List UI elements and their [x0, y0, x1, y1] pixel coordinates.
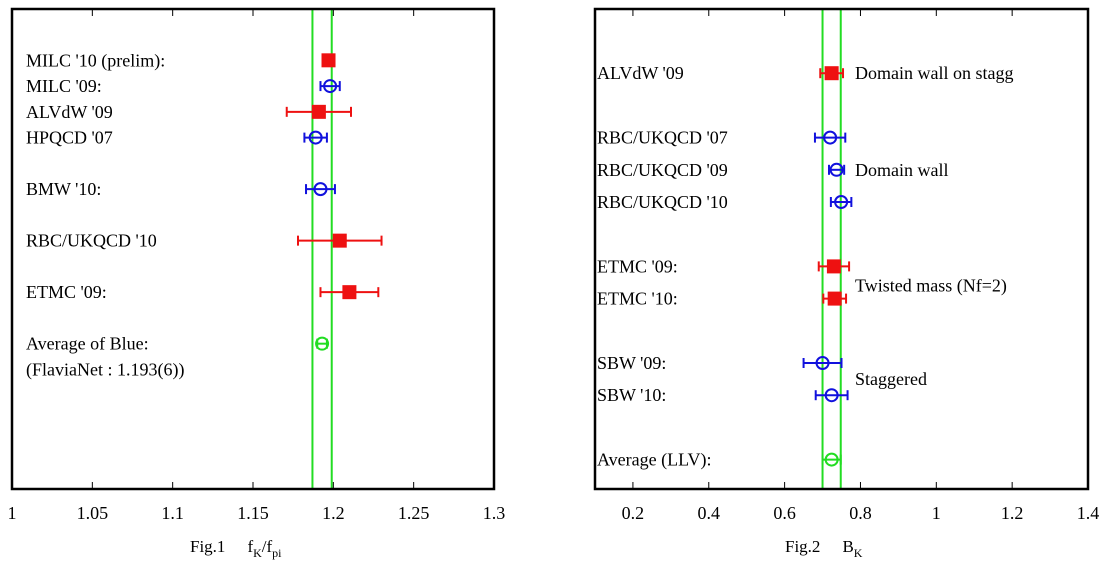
plot-frame [593, 7, 1090, 491]
group-label: Domain wall on stagg [855, 63, 1013, 83]
row-label: RBC/UKQCD '10 [26, 231, 157, 251]
row-label: RBC/UKQCD '09 [597, 160, 728, 180]
axis-caption: Fig.2 BK [785, 537, 863, 560]
row-label: ETMC '09: [26, 282, 107, 302]
chart-fk-fpi: 1 1.05 1.1 1.15 1.2 1.25 1.3 MILC '10 (prelim):… [8, 7, 506, 560]
row-label: ETMC '10: [597, 289, 678, 309]
x-tick-label: 1 [8, 503, 17, 523]
x-tick-label: 0.6 [773, 503, 796, 523]
row-label: ALVdW '09 [597, 63, 684, 83]
axis-caption: Fig.1 fK/fpi [190, 537, 282, 560]
x-tick-label: 1.2 [322, 503, 345, 523]
x-tick-label: 0.8 [849, 503, 872, 523]
data-point-square [826, 259, 841, 274]
row-label: SBW '10: [597, 385, 666, 405]
row-label: ALVdW '09 [26, 102, 113, 122]
data-point-circle [815, 356, 830, 370]
x-tick-label: 1 [932, 503, 941, 523]
row-label: ETMC '09: [597, 256, 678, 276]
data-point-circle [308, 130, 323, 145]
x-tick-label: 1.4 [1077, 503, 1100, 523]
group-label: Domain wall [855, 160, 948, 180]
chart-bk: 0.2 0.4 0.6 0.8 1 1.2 1.4 ALVdW '09 RBC/UKQCD '0… [593, 7, 1100, 560]
row-label: RBC/UKQCD '07 [597, 128, 728, 148]
group-label: Staggered [855, 369, 927, 389]
row-label: MILC '10 (prelim): [26, 50, 165, 71]
x-tick-label: 1.05 [77, 503, 109, 523]
row-label: SBW '09: [597, 353, 666, 373]
data-point-circle [834, 195, 849, 209]
data-point-circle [315, 336, 330, 351]
data-point-circle [323, 79, 338, 94]
data-point-square [824, 66, 839, 81]
row-label: Average of Blue: [26, 334, 149, 354]
data-point-circle [829, 162, 844, 177]
x-tick-label: 1.3 [483, 503, 506, 523]
data-point-circle [823, 130, 838, 145]
data-point-square [332, 233, 347, 248]
x-tick-label: 1.2 [1001, 503, 1024, 523]
row-label: Average (LLV): [597, 450, 711, 471]
data-point-square [321, 53, 336, 68]
row-label: MILC '09: [26, 76, 102, 96]
row-label: HPQCD '07 [26, 128, 113, 148]
x-tick-label: 1.1 [161, 503, 184, 523]
data-point-square [827, 291, 842, 306]
data-point-square [342, 285, 357, 300]
x-tick-label: 1.25 [398, 503, 430, 523]
row-label: (FlaviaNet : 1.193(6)) [26, 359, 184, 380]
data-point-circle [824, 388, 839, 403]
group-label: Twisted mass (Nf=2) [855, 276, 1007, 297]
data-point-circle [313, 182, 328, 197]
x-tick-label: 1.15 [237, 503, 269, 523]
x-tick-label: 0.2 [622, 503, 645, 523]
data-point-square [311, 104, 326, 119]
data-point-circle [824, 452, 839, 467]
row-label: RBC/UKQCD '10 [597, 192, 728, 212]
x-tick-label: 0.4 [698, 503, 721, 523]
row-label: BMW '10: [26, 179, 101, 199]
